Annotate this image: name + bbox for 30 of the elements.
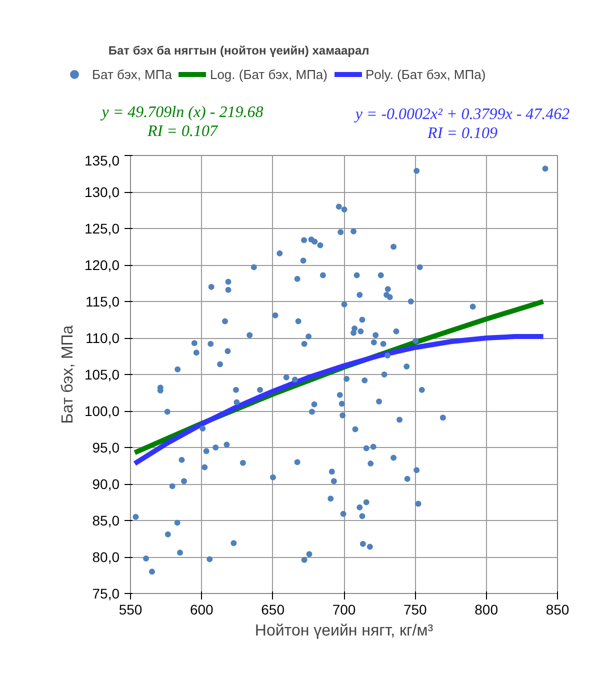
x-tick-label: 550 bbox=[118, 602, 142, 618]
legend-label: Log. (Бат бэх, МПа) bbox=[210, 66, 328, 82]
x-tick-label: 800 bbox=[474, 602, 498, 618]
y-tick-label: 115,0 bbox=[86, 294, 120, 310]
y-tick-label: 135,0 bbox=[84, 152, 120, 168]
text: y = 49.709ln (x) - 219.68 bbox=[100, 104, 264, 121]
x-tick-label: 850 bbox=[546, 602, 570, 618]
y-tick-label: 75,0 bbox=[92, 586, 120, 602]
x-axis-title: Нойтон үеийн нягт, кг/м³ bbox=[254, 622, 434, 640]
y-axis-title: Бат бэх, МПа bbox=[59, 325, 76, 424]
y-tick-label: 105,0 bbox=[84, 366, 120, 382]
y-tick-label: 130,0 bbox=[84, 184, 120, 200]
legend-label: Бат бэх, МПа bbox=[92, 66, 172, 82]
x-tick-label: 650 bbox=[261, 602, 285, 618]
y-tick-label: 80,0 bbox=[92, 549, 120, 565]
x-tick-label: 600 bbox=[190, 602, 214, 618]
y-tick-label: 90,0 bbox=[92, 476, 120, 492]
y-tick-label: 85,0 bbox=[92, 512, 120, 528]
legend-label: Poly. (Бат бэх, МПа) bbox=[366, 66, 486, 82]
x-tick-label: 700 bbox=[332, 602, 356, 618]
x-tick-label: 750 bbox=[403, 602, 428, 618]
text: RI = 0.109 bbox=[426, 125, 498, 142]
text: RI = 0.107 bbox=[146, 123, 218, 140]
y-tick-label: 110,0 bbox=[86, 330, 120, 346]
y-tick-label: 100,0 bbox=[84, 403, 120, 419]
text: y = -0.0002x² + 0.3799x - 47.462 bbox=[353, 106, 570, 123]
chart-title: Бат бэх ба нягтын (нойтон үеийн) хамаарал bbox=[108, 44, 370, 58]
y-tick-label: 95,0 bbox=[92, 440, 120, 456]
y-tick-label: 125,0 bbox=[84, 220, 120, 236]
y-tick-label: 120,0 bbox=[84, 257, 120, 273]
